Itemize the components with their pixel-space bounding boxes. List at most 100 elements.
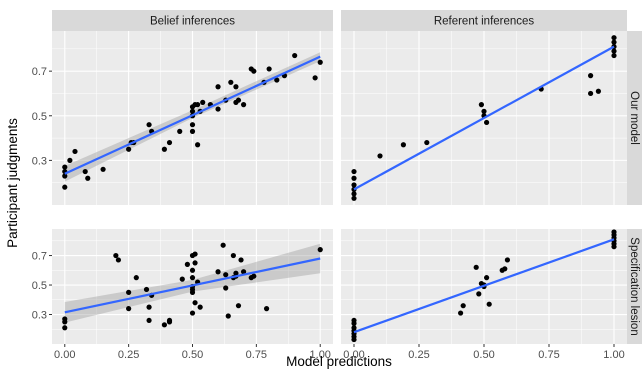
x-tick-label: 0.00 bbox=[54, 349, 75, 361]
y-tick-label: 0.3 bbox=[32, 155, 47, 167]
data-point bbox=[166, 317, 173, 324]
data-point bbox=[177, 128, 183, 134]
data-point bbox=[351, 317, 357, 324]
y-axis-title: Participant judgments bbox=[5, 118, 20, 248]
data-point bbox=[473, 264, 479, 270]
data-point bbox=[504, 257, 510, 263]
row-strip-label: Specification lesion bbox=[628, 237, 640, 335]
y-tick-label: 0.5 bbox=[32, 280, 47, 292]
data-point bbox=[126, 289, 132, 295]
data-point bbox=[233, 270, 239, 276]
data-point bbox=[215, 106, 221, 112]
data-point bbox=[317, 247, 323, 253]
x-tick-label: 0.25 bbox=[408, 349, 429, 361]
x-tick-label: 0.00 bbox=[343, 349, 364, 361]
data-point bbox=[235, 97, 242, 103]
data-point bbox=[215, 84, 221, 90]
data-point bbox=[133, 275, 139, 281]
x-axis-title: Model predictions bbox=[286, 354, 392, 369]
column-strip-label: Referent inferences bbox=[434, 16, 535, 28]
data-point bbox=[179, 276, 185, 282]
data-point bbox=[351, 182, 357, 188]
row-strip-label: Our model bbox=[628, 91, 640, 145]
data-point bbox=[266, 66, 272, 72]
data-point bbox=[184, 261, 190, 267]
data-point bbox=[317, 59, 323, 65]
data-point bbox=[215, 269, 221, 275]
data-point bbox=[67, 157, 73, 163]
data-point bbox=[197, 304, 203, 310]
data-point bbox=[189, 289, 196, 295]
y-tick-label: 0.3 bbox=[32, 310, 47, 322]
data-point bbox=[588, 73, 594, 79]
panel-1-1 bbox=[341, 229, 627, 344]
x-tick-label: 0.50 bbox=[473, 349, 494, 361]
data-point bbox=[161, 322, 167, 328]
data-point bbox=[230, 252, 236, 259]
data-point bbox=[189, 108, 196, 114]
data-point bbox=[223, 272, 229, 278]
data-point bbox=[476, 291, 482, 297]
data-point bbox=[189, 310, 196, 316]
y-tick-label: 0.7 bbox=[32, 66, 47, 78]
regression-line bbox=[64, 55, 321, 175]
data-point bbox=[100, 166, 106, 172]
data-point bbox=[351, 195, 357, 201]
y-tick-label: 0.5 bbox=[32, 111, 47, 123]
axes-layer: 0.3 0.5 0.7 0.3 0.5 0.7 0.00 0.25 0.50 0.75 1.00 0.… bbox=[32, 66, 625, 361]
data-point bbox=[189, 267, 196, 273]
x-tick-label: 1.00 bbox=[603, 349, 624, 361]
data-point bbox=[611, 52, 617, 59]
data-point bbox=[225, 313, 231, 319]
data-point bbox=[192, 251, 198, 257]
confidence-band bbox=[64, 243, 321, 323]
strip-background bbox=[627, 229, 642, 344]
data-point bbox=[115, 257, 122, 263]
strip-background bbox=[627, 31, 642, 205]
data-point bbox=[263, 306, 270, 312]
data-point bbox=[62, 325, 68, 331]
panels-layer bbox=[52, 31, 627, 344]
column-strip: Referent inferences bbox=[341, 10, 627, 31]
data-point bbox=[146, 122, 152, 128]
data-point bbox=[62, 184, 68, 190]
data-point bbox=[351, 325, 357, 331]
data-point bbox=[62, 164, 68, 170]
data-point bbox=[502, 266, 508, 272]
data-point bbox=[251, 68, 257, 74]
data-point bbox=[458, 310, 464, 316]
y-tick-label: 0.7 bbox=[32, 251, 47, 263]
regression-line bbox=[353, 238, 615, 334]
data-point bbox=[126, 306, 132, 312]
data-point bbox=[274, 77, 280, 83]
x-tick-label: 0.25 bbox=[118, 349, 139, 361]
data-point bbox=[292, 52, 298, 59]
data-point bbox=[146, 304, 152, 310]
data-point bbox=[611, 48, 617, 54]
data-point bbox=[143, 286, 150, 293]
x-tick-label: 0.75 bbox=[246, 349, 267, 361]
data-point bbox=[351, 168, 357, 175]
data-point bbox=[161, 146, 167, 152]
data-point bbox=[82, 168, 88, 175]
panel-0-0 bbox=[52, 31, 333, 205]
data-point bbox=[251, 273, 257, 279]
data-point bbox=[189, 275, 196, 281]
x-tick-label: 0.75 bbox=[538, 349, 559, 361]
data-point bbox=[62, 173, 68, 179]
regression-line bbox=[353, 45, 615, 191]
data-point bbox=[611, 39, 617, 45]
data-point bbox=[400, 142, 406, 148]
data-point bbox=[312, 75, 318, 81]
strip-background bbox=[341, 10, 627, 31]
data-point bbox=[85, 175, 91, 181]
data-point bbox=[166, 139, 173, 146]
row-strip: Specification lesion bbox=[627, 229, 642, 344]
data-point bbox=[195, 142, 201, 148]
data-point bbox=[126, 146, 132, 152]
x-tick-label: 0.50 bbox=[182, 349, 203, 361]
data-point bbox=[189, 128, 196, 134]
strips-layer: Belief inferences Referent inferences Our … bbox=[52, 10, 642, 344]
data-point bbox=[200, 99, 206, 105]
